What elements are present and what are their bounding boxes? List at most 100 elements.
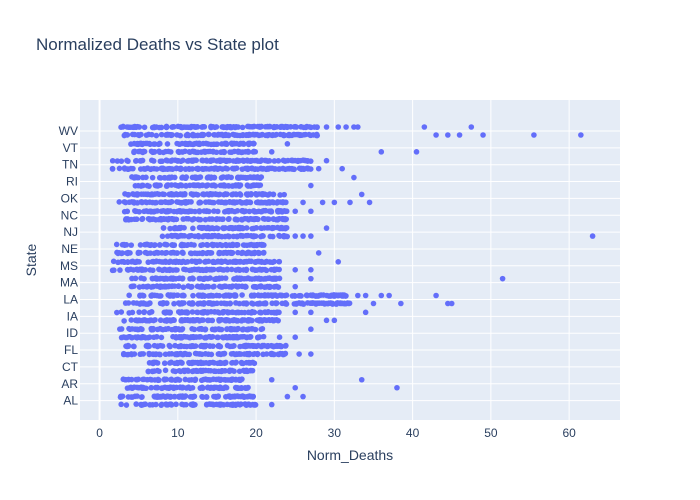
data-point <box>137 166 144 172</box>
data-point <box>144 284 150 290</box>
data-point <box>195 132 201 139</box>
data-point <box>235 325 241 332</box>
data-point <box>148 309 155 315</box>
data-point <box>190 225 196 232</box>
data-point <box>179 351 186 358</box>
data-point <box>163 157 170 163</box>
data-point <box>177 191 184 198</box>
data-point <box>239 292 245 298</box>
data-point <box>159 267 166 274</box>
data-point <box>249 326 256 332</box>
data-point <box>211 393 217 400</box>
data-point <box>171 232 177 239</box>
data-point <box>217 165 223 172</box>
data-point <box>231 292 238 298</box>
data-point <box>275 208 282 215</box>
data-point <box>190 292 196 299</box>
data-point <box>150 216 157 222</box>
data-point <box>237 258 244 265</box>
data-point <box>180 284 187 291</box>
data-point <box>128 242 135 248</box>
data-point <box>378 292 385 299</box>
data-point <box>217 191 223 198</box>
data-point <box>254 166 261 172</box>
data-point <box>128 317 135 323</box>
data-point <box>445 300 451 307</box>
data-point <box>124 216 131 222</box>
data-point <box>157 199 164 206</box>
data-point <box>125 343 132 349</box>
data-point <box>315 250 322 256</box>
data-point <box>273 309 280 316</box>
data-point <box>203 140 209 147</box>
data-point <box>270 225 276 231</box>
y-tick-labels: AL AR CT FL ID IA LA MA MS NE NJ NC OK RI TN VT WV <box>59 124 79 408</box>
data-point <box>117 267 123 273</box>
data-point <box>243 267 250 274</box>
data-point <box>157 342 164 349</box>
data-point <box>199 351 205 358</box>
data-point <box>172 325 178 332</box>
data-point <box>147 267 153 273</box>
data-point <box>433 132 439 138</box>
data-point <box>188 158 195 164</box>
data-point <box>149 368 156 375</box>
data-point <box>164 182 171 189</box>
data-point <box>157 175 164 181</box>
data-point <box>178 200 185 206</box>
data-point <box>253 174 260 181</box>
data-point <box>195 166 202 172</box>
data-point <box>240 141 247 147</box>
data-point <box>215 131 222 138</box>
data-point <box>292 131 298 138</box>
data-point <box>259 241 266 248</box>
data-point <box>186 166 193 172</box>
data-point <box>178 259 185 266</box>
data-point <box>313 293 320 299</box>
data-point <box>132 148 138 155</box>
data-point <box>282 300 289 306</box>
data-point <box>237 343 243 350</box>
data-point <box>226 284 233 290</box>
y-axis-title: State <box>23 243 39 276</box>
data-point <box>200 310 207 316</box>
y-tick-label: MS <box>60 259 78 273</box>
data-point <box>177 124 184 130</box>
data-point <box>187 182 193 189</box>
data-point <box>292 309 299 316</box>
data-point <box>258 208 265 215</box>
data-point <box>351 174 357 181</box>
data-point <box>280 165 286 172</box>
data-point <box>578 132 584 138</box>
data-point <box>308 292 315 299</box>
data-point <box>215 225 221 232</box>
data-point <box>121 166 128 172</box>
data-point <box>260 165 267 172</box>
data-point <box>229 376 235 383</box>
data-point <box>336 292 342 298</box>
y-tick-label: NJ <box>63 225 78 239</box>
data-point <box>258 132 265 138</box>
data-point <box>244 123 251 130</box>
data-point <box>239 124 246 131</box>
data-point <box>192 208 198 215</box>
data-point <box>218 149 224 155</box>
y-tick-label: OK <box>61 191 78 205</box>
data-point <box>314 124 320 130</box>
data-point <box>330 292 337 298</box>
data-point <box>149 174 156 181</box>
data-point <box>174 182 181 189</box>
data-point <box>224 157 231 164</box>
data-point <box>183 401 189 408</box>
data-point <box>195 266 202 273</box>
data-point <box>244 157 251 163</box>
data-point <box>152 200 158 206</box>
data-points <box>109 123 596 408</box>
data-point <box>235 148 241 155</box>
data-point <box>251 360 258 367</box>
data-point <box>206 131 212 138</box>
data-point <box>129 275 135 282</box>
data-point <box>216 292 223 299</box>
data-point <box>203 258 210 265</box>
data-point <box>255 258 262 265</box>
